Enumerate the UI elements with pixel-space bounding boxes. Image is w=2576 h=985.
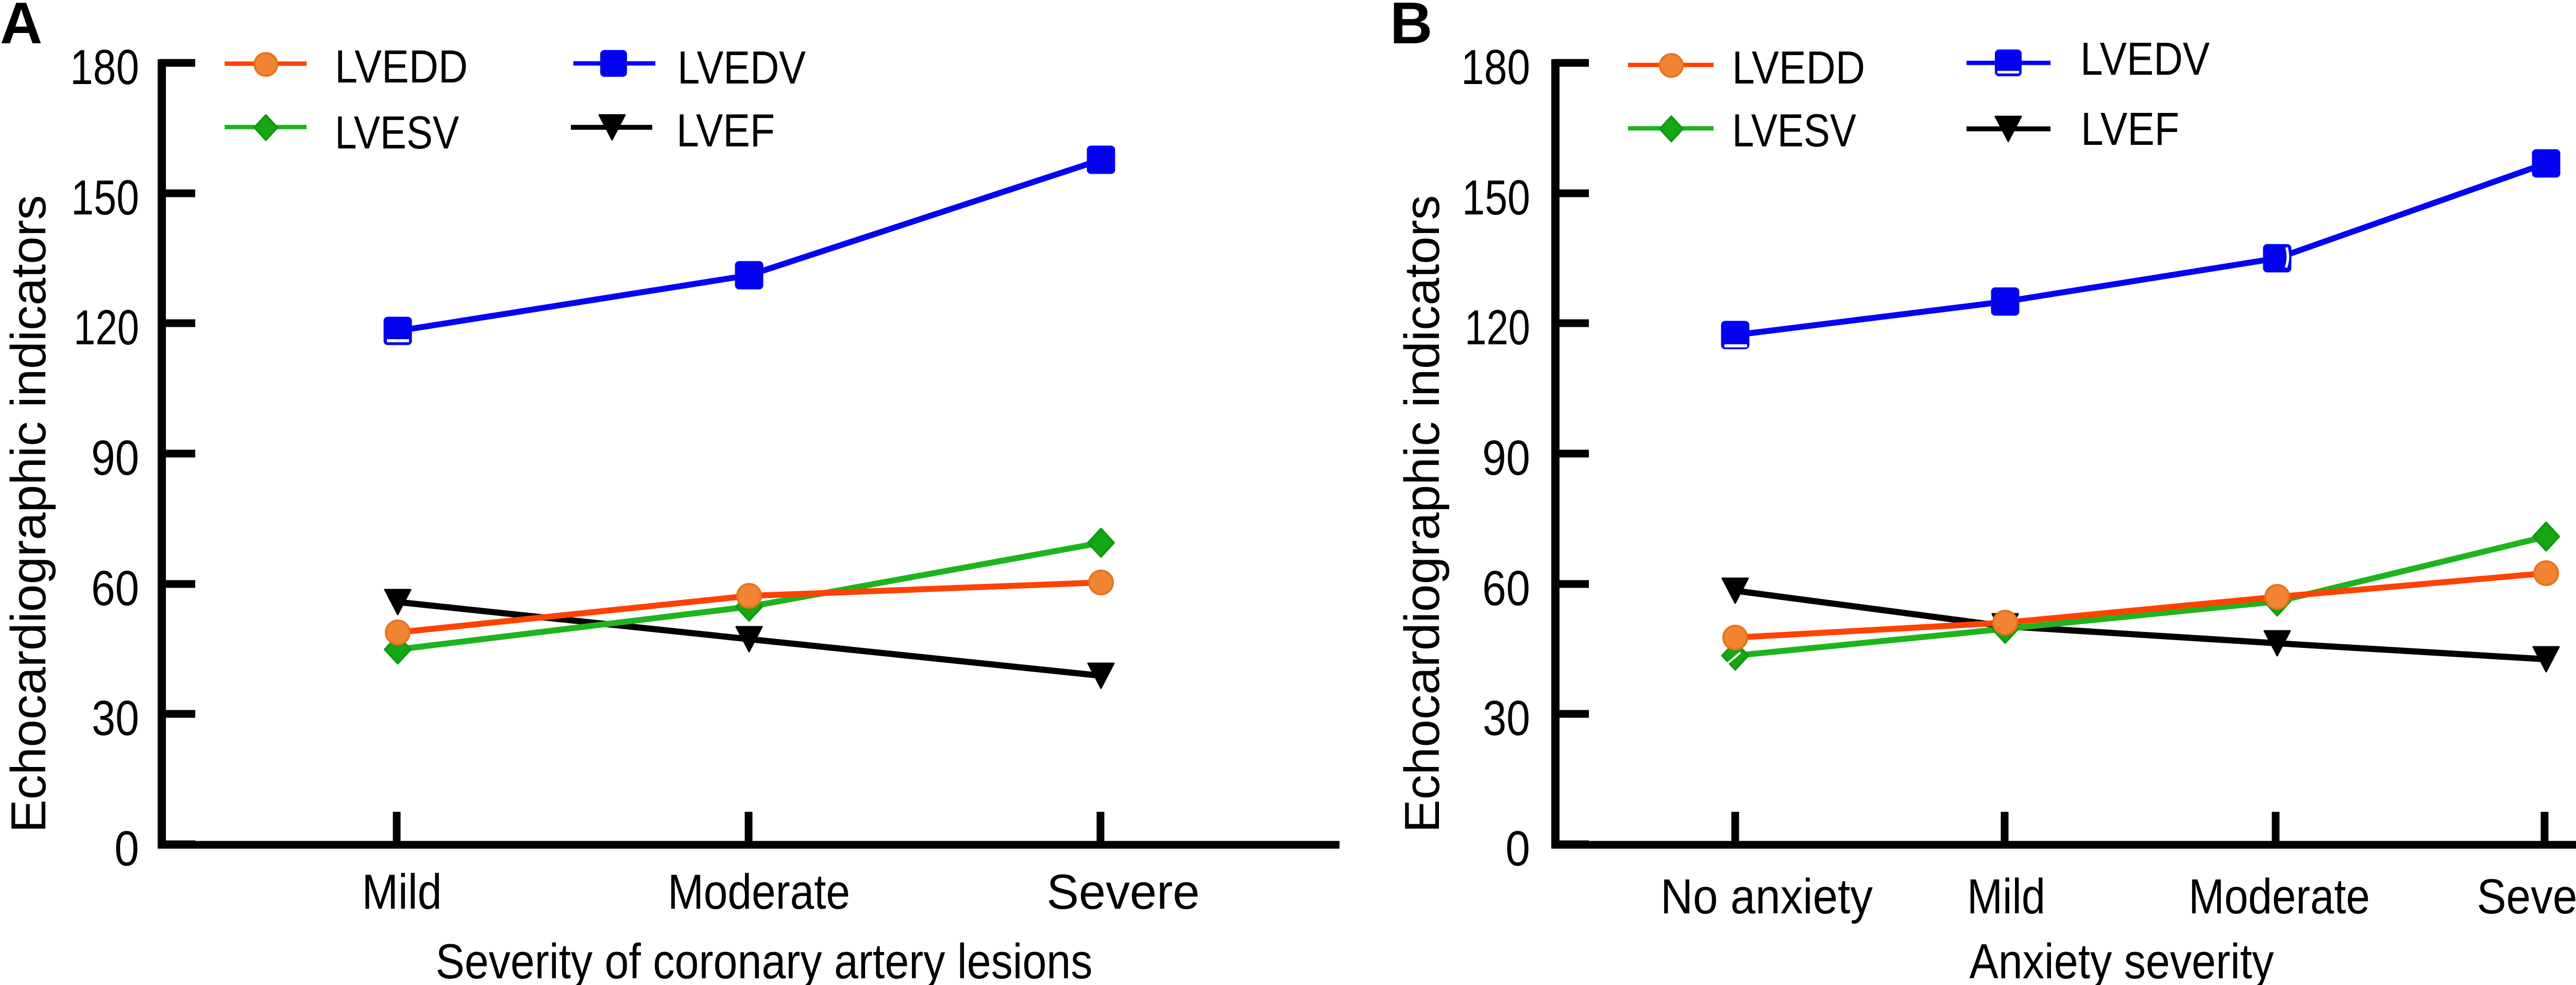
svg-text:30: 30 [1483, 691, 1530, 746]
svg-text:LVEF: LVEF [676, 105, 775, 157]
svg-text:30: 30 [92, 691, 139, 746]
svg-text:90: 90 [91, 430, 139, 486]
svg-text:Mild: Mild [1967, 869, 2045, 924]
svg-text:180: 180 [1461, 40, 1530, 95]
svg-text:Severe: Severe [2477, 869, 2576, 924]
svg-text:180: 180 [70, 40, 139, 95]
svg-text:LVESV: LVESV [1732, 105, 1856, 157]
svg-text:LVEDD: LVEDD [335, 41, 468, 93]
svg-text:B: B [1390, 0, 1432, 56]
svg-text:LVEDD: LVEDD [1732, 42, 1865, 94]
svg-text:LVEDV: LVEDV [2080, 34, 2210, 85]
svg-text:Severity of coronary artery le: Severity of coronary artery lesions [436, 934, 1093, 985]
svg-text:Echocardiographic indicators: Echocardiographic indicators [1395, 195, 1450, 833]
svg-text:LVEDV: LVEDV [677, 42, 806, 94]
svg-text:Moderate: Moderate [2189, 869, 2370, 924]
svg-text:Echocardiographic indicators: Echocardiographic indicators [1, 195, 56, 833]
svg-text:120: 120 [1465, 300, 1530, 355]
svg-text:No anxiety: No anxiety [1660, 869, 1873, 924]
svg-text:120: 120 [74, 300, 139, 355]
svg-text:150: 150 [1462, 170, 1530, 225]
svg-text:Anxiety severity: Anxiety severity [1970, 934, 2274, 985]
svg-text:LVEF: LVEF [2081, 104, 2179, 155]
svg-text:Moderate: Moderate [668, 864, 850, 920]
svg-text:Mild: Mild [362, 864, 442, 920]
svg-text:60: 60 [1482, 561, 1530, 616]
svg-text:0: 0 [1505, 821, 1530, 876]
svg-text:90: 90 [1482, 430, 1530, 486]
svg-text:0: 0 [114, 821, 139, 876]
svg-text:A: A [0, 0, 42, 56]
svg-text:150: 150 [71, 170, 139, 225]
svg-text:60: 60 [91, 561, 139, 616]
svg-text:LVESV: LVESV [335, 107, 459, 159]
svg-text:Severe: Severe [1047, 864, 1200, 920]
